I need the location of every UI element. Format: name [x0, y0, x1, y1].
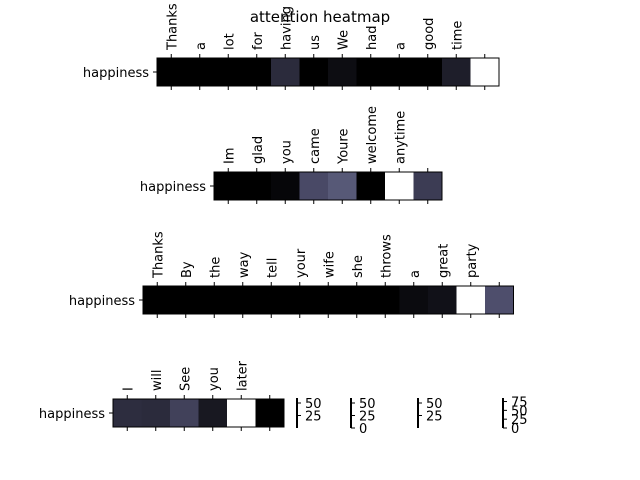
token-label: time: [450, 21, 465, 50]
token-label: glad: [251, 136, 266, 164]
heatmap-cell: [413, 58, 443, 86]
row-label: happiness: [83, 66, 149, 81]
token-label: I: [121, 387, 136, 391]
heatmap-cell: [214, 58, 243, 86]
heatmap-cell: [328, 58, 357, 86]
chart-title: attention heatmap: [250, 8, 390, 26]
token-label: will: [150, 370, 165, 391]
colorbar-tick-label: 50: [511, 404, 528, 419]
heatmap-cell: [170, 399, 199, 427]
heatmap-cell: [356, 58, 386, 86]
heatmap-cell: [328, 172, 357, 200]
token-label: having: [279, 6, 294, 50]
heatmap-cell: [385, 58, 414, 86]
token-label: a: [408, 270, 423, 278]
heatmap-cell: [157, 58, 186, 86]
heatmap-cell: [285, 286, 315, 314]
heatmap-cell: [485, 286, 514, 314]
token-label: lot: [222, 33, 237, 50]
heatmap-cell: [214, 172, 243, 200]
heatmap-cell: [442, 58, 471, 86]
row-label: happiness: [140, 180, 206, 195]
colorbar-tick-label: 0: [359, 422, 367, 437]
heatmap-cell: [242, 172, 272, 200]
token-label: party: [465, 243, 480, 278]
heatmap-panel-1: Thanks a lot for having us We had a good time happi…: [83, 3, 500, 90]
heatmap-cell: [413, 172, 443, 200]
heatmap-cell: [342, 286, 372, 314]
heatmap-cell: [271, 172, 300, 200]
heatmap-cell: [141, 399, 171, 427]
colorbar-tick-label: 25: [511, 413, 528, 428]
token-label: Thanks: [151, 231, 166, 279]
token-label: you: [207, 367, 222, 391]
token-label: See: [178, 367, 193, 391]
heatmap-cell: [228, 286, 258, 314]
row-label: happiness: [39, 407, 105, 422]
heatmap-cell: [171, 286, 201, 314]
token-label: wife: [322, 251, 337, 278]
token-label: later: [235, 360, 250, 391]
token-label: good: [422, 18, 437, 50]
colorbar-tick-label: 50: [305, 397, 322, 412]
token-label: welcome: [365, 106, 380, 164]
heatmap-cell: [470, 58, 500, 86]
token-label: a: [393, 42, 408, 50]
heatmap-cell: [198, 399, 228, 427]
token-label: tell: [265, 258, 280, 278]
token-label: came: [308, 128, 323, 164]
token-label: Youre: [336, 129, 351, 165]
heatmap-cell: [299, 172, 329, 200]
heatmap-cell: [356, 172, 386, 200]
token-label: your: [294, 248, 309, 278]
heatmap-cell: [428, 286, 457, 314]
token-label: you: [279, 140, 294, 164]
token-label: We: [336, 30, 351, 50]
heatmap-cell: [185, 58, 215, 86]
token-label: Im: [222, 148, 237, 165]
heatmap-cell: [257, 286, 286, 314]
token-label: the: [208, 257, 223, 278]
heatmap-cell: [371, 286, 400, 314]
token-label: great: [436, 244, 451, 278]
heatmap-cell: [271, 58, 300, 86]
token-label: she: [351, 255, 366, 278]
colorbar-tick-label: 25: [359, 410, 376, 425]
heatmap-cell: [143, 286, 172, 314]
heatmap-cell: [200, 286, 229, 314]
token-label: throws: [379, 234, 394, 278]
colorbar-tick-label: 25: [426, 410, 443, 425]
heatmap-cell: [314, 286, 343, 314]
heatmap-cell: [399, 286, 429, 314]
heatmap-cell: [255, 399, 285, 427]
token-label: us: [308, 35, 323, 50]
heatmap-cell: [385, 172, 414, 200]
colorbar-tick-label: 50: [359, 397, 376, 412]
token-label: way: [237, 251, 252, 278]
token-label: for: [251, 31, 266, 50]
heatmap-cell: [456, 286, 486, 314]
heatmap-cell: [227, 399, 256, 427]
colorbar-tick-label: 0: [511, 422, 519, 437]
heatmap-panel-3: Thanks By the way tell your wife she throws a grea…: [69, 231, 514, 318]
colorbar-tick-label: 50: [426, 397, 443, 412]
token-label: Thanks: [165, 3, 180, 51]
token-label: By: [180, 261, 195, 278]
heatmap-cell: [242, 58, 272, 86]
heatmap-cell: [113, 399, 142, 427]
heatmap-cell: [299, 58, 329, 86]
token-label: a: [194, 42, 209, 50]
token-label: anytime: [393, 111, 408, 164]
row-label: happiness: [69, 294, 135, 309]
colorbar-tick-label: 25: [305, 410, 322, 425]
heatmap-panel-2: Im glad you came Youre welcome anytime happines…: [140, 106, 443, 204]
token-label: had: [365, 26, 380, 50]
colorbar-tick-label: 75: [511, 396, 528, 411]
